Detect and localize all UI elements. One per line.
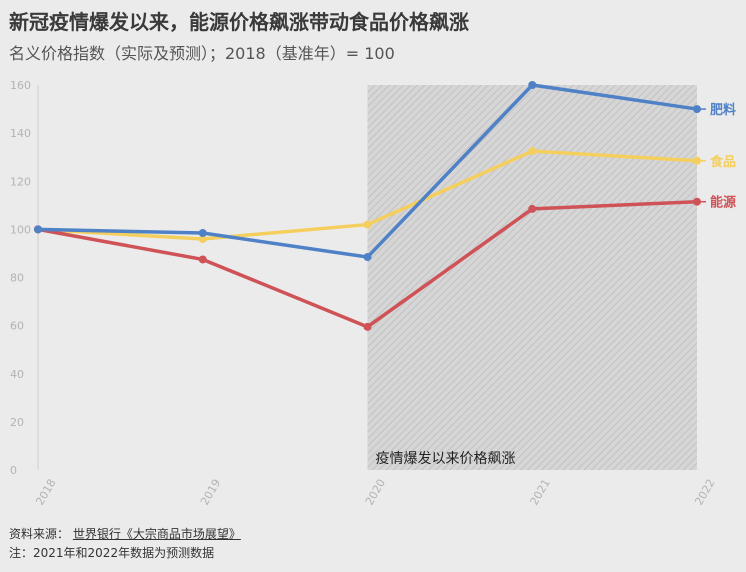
data-point [528,147,537,156]
data-point [693,156,701,165]
data-point [198,255,207,264]
y-tick-label: 160 [10,79,31,92]
series-label: 肥料 [710,102,736,118]
chart-title: 新冠疫情爆发以来，能源价格飙涨带动食品价格飙涨 [9,10,469,34]
x-tick-label: 2019 [198,477,223,508]
data-point [34,225,42,234]
y-tick-label: 80 [10,272,24,285]
source-line: 资料来源： 世界银行《大宗商品市场展望》 [9,525,241,542]
series-label: 食品 [710,154,736,170]
shaded-region [367,85,697,470]
data-point [528,81,537,89]
data-point [363,253,372,262]
y-tick-label: 40 [10,368,24,381]
y-tick-label: 0 [10,464,17,477]
x-tick-label: 2020 [363,477,388,508]
x-tick-label: 2018 [33,477,58,508]
series-label: 能源 [710,195,736,211]
y-tick-label: 20 [10,416,24,429]
y-tick-label: 140 [10,127,31,140]
x-tick-label: 2021 [528,477,553,508]
data-point [528,204,537,213]
footnote: 注：2021年和2022年数据为预测数据 [9,546,215,560]
chart-subtitle: 名义价格指数（实际及预测）；2018（基准年）= 100 [9,44,395,63]
y-tick-label: 120 [10,175,31,188]
y-tick-label: 100 [10,223,31,236]
x-tick-label: 2022 [692,477,717,508]
source-link[interactable]: 世界银行《大宗商品市场展望》 [72,527,241,541]
y-tick-label: 60 [10,320,24,333]
data-point [198,228,207,237]
data-point [363,220,372,229]
shaded-region-label: 疫情爆发以来价格飙涨 [376,451,516,467]
data-point [363,322,372,331]
data-point [198,235,207,243]
data-point [693,197,701,206]
source-label: 资料来源： [9,527,70,541]
data-point [693,105,701,114]
